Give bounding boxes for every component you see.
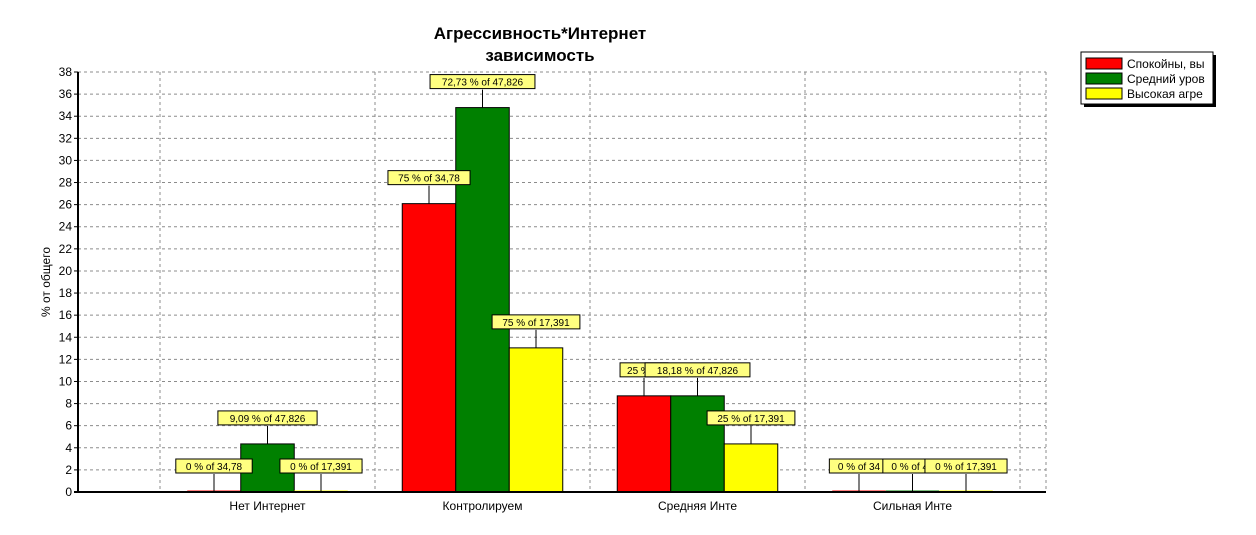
x-axis: Нет Интернет Контролируем Средняя Инте Силь… [74, 491, 1046, 513]
data-label: 75 % of 17,391 [502, 318, 570, 329]
data-label-box [175, 458, 253, 474]
y-tick-label: 32 [59, 131, 73, 145]
y-tick-label: 12 [59, 352, 73, 366]
data-label: 0 % of 17,391 [290, 462, 352, 473]
data-label: 75 % of 34,78 [398, 174, 460, 185]
legend-label: Средний уров [1127, 72, 1205, 86]
data-labels: 0 % of 34,78 75 % of 34,78 25 % of 0 % of 3… [175, 74, 1008, 492]
data-label-box [429, 74, 536, 90]
y-tick-label: 4 [65, 441, 72, 455]
grid [78, 71, 1047, 492]
y-tick-label: 22 [59, 242, 73, 256]
x-tick-label: Контролируем [443, 499, 523, 513]
y-tick-label: 38 [59, 65, 73, 79]
y-tick-label: 24 [59, 220, 73, 234]
bars [187, 107, 993, 493]
y-tick-label: 8 [65, 397, 72, 411]
data-label-box [706, 410, 796, 426]
legend-swatch [1085, 72, 1123, 85]
bar [723, 443, 779, 493]
y-tick-label: 6 [65, 419, 72, 433]
data-label: 25 % of [627, 366, 661, 377]
y-tick-label: 0 [65, 485, 72, 499]
y-tick-label: 18 [59, 286, 73, 300]
bar [508, 347, 564, 493]
y-tick-label: 10 [59, 374, 73, 388]
y-tick-label: 16 [59, 308, 73, 322]
y-tick-label: 34 [59, 109, 73, 123]
x-tick-label: Средняя Инте [658, 499, 737, 513]
data-label-box [217, 410, 318, 426]
y-tick-label: 2 [65, 463, 72, 477]
legend-label: Высокая агре [1127, 87, 1203, 101]
bar [455, 107, 510, 493]
data-label-box [279, 458, 363, 474]
data-label: 0 % of 17,391 [935, 462, 997, 473]
bar [616, 395, 672, 493]
y-tick-label: 26 [59, 198, 73, 212]
data-label-box [387, 170, 471, 186]
y-tick-label: 36 [59, 87, 73, 101]
chart-title-line-2: зависимость [485, 46, 594, 65]
data-label: 9,09 % of 47,826 [230, 414, 306, 425]
y-tick-label: 30 [59, 153, 73, 167]
data-label: 0 % of 34 [838, 462, 881, 473]
data-label-box [924, 458, 1008, 474]
legend-swatch [1085, 87, 1123, 100]
legend-swatch [1085, 57, 1123, 70]
data-label-box [491, 314, 581, 330]
data-label-box [644, 362, 751, 378]
legend-label: Спокойны, вы [1127, 57, 1205, 71]
bar [401, 203, 457, 493]
data-label: 25 % of 17,391 [717, 414, 785, 425]
y-axis-label: % от общего [39, 247, 53, 317]
y-tick-label: 28 [59, 176, 73, 190]
data-label: 18,18 % of 47,826 [657, 366, 739, 377]
chart-title: Агрессивность*Интернет зависимость [434, 24, 647, 65]
chart-title-line-1: Агрессивность*Интернет [434, 24, 647, 43]
y-tick-label: 14 [59, 330, 73, 344]
y-tick-label: 20 [59, 264, 73, 278]
bar [670, 395, 725, 493]
x-tick-label: Нет Интернет [229, 499, 306, 513]
x-tick-label: Сильная Инте [873, 499, 952, 513]
data-label: 0 % of 47 [891, 462, 934, 473]
data-label: 72,73 % of 47,826 [442, 78, 524, 89]
data-label: 0 % of 34,78 [186, 462, 243, 473]
